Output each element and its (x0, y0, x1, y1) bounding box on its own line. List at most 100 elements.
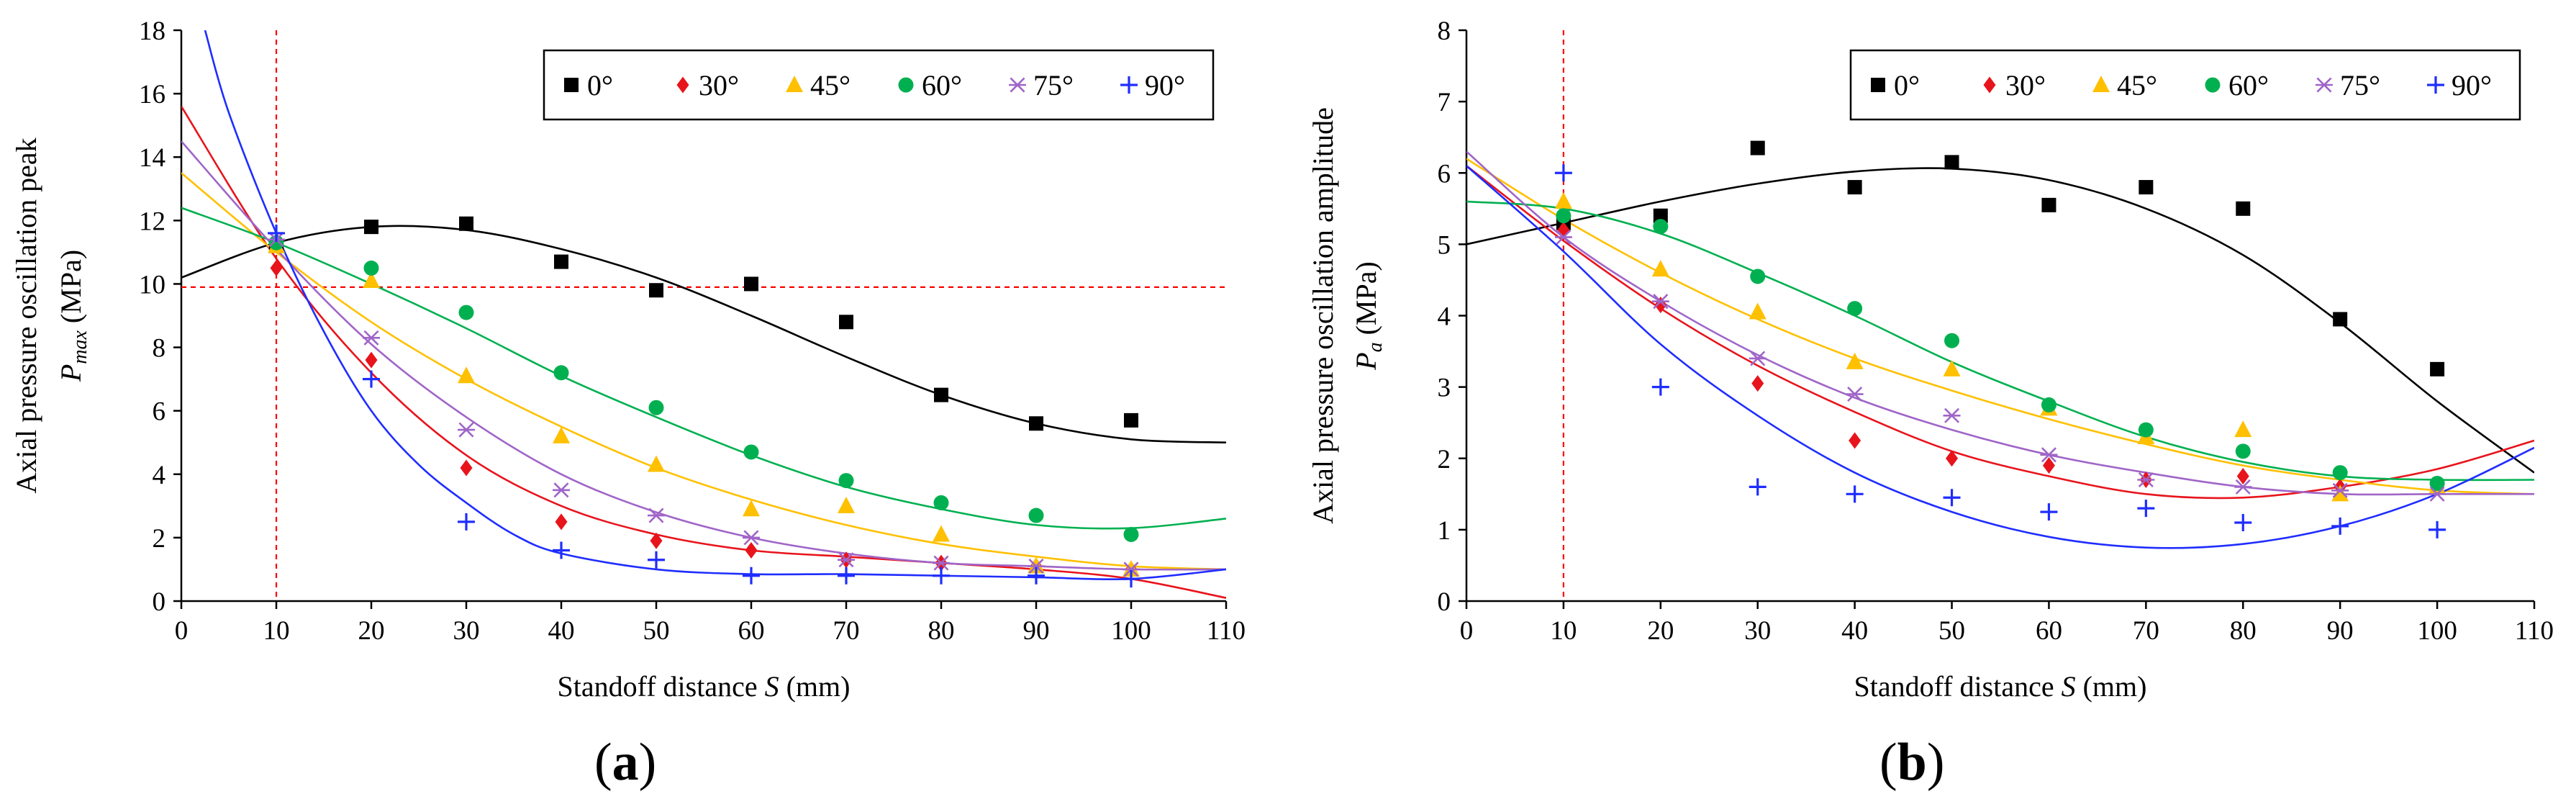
chartb-point (2236, 201, 2251, 216)
chartb-series-5 (1554, 164, 2446, 538)
chartb-legend-label: 60° (2228, 69, 2269, 102)
charta-group: 0 10 20 30 40 50 60 70 80 90 100 110 0 2 4 6 8 10 12 14 16 18… (10, 17, 1246, 703)
charta-y-tick-label: 4 (153, 461, 166, 490)
charta-point (460, 459, 473, 477)
charta-x-tick-label: 60 (738, 616, 765, 646)
charta-x-tick-label: 50 (643, 616, 670, 646)
charta-legend-label: 45° (810, 69, 851, 102)
chartb-fit-curve-1 (1466, 165, 2534, 500)
charta-y-tick-label: 16 (139, 80, 165, 109)
chartb-point (2234, 513, 2252, 531)
charta-point (743, 444, 759, 460)
charta-legend: 0° 30° 45° 60° 75° 90° (543, 49, 1215, 121)
charta-point (363, 260, 379, 276)
charta-x-tick-label: 30 (453, 616, 480, 646)
chartb-fit-curve-5 (1466, 165, 2534, 549)
charta-y-tick-label: 6 (153, 397, 166, 427)
chartb-fit-curves (1466, 150, 2534, 549)
chartb-x-tick-label: 60 (2036, 616, 2062, 646)
charta-series-5 (268, 224, 1140, 588)
chartb-legend-label: 0° (1894, 69, 1920, 102)
chartb-x-tick-label: 70 (2133, 616, 2159, 646)
charta-legend-label: 60° (922, 69, 962, 102)
chartb-legend-label: 30° (2005, 69, 2046, 102)
chartb-y-tick-label: 1 (1438, 516, 1451, 546)
charta-point (743, 567, 760, 585)
charta-point (648, 508, 665, 523)
chartb-point (1944, 155, 1959, 170)
chartb-x-tick-label: 100 (2417, 616, 2457, 646)
charta-y-tick-label: 2 (153, 524, 166, 554)
chartb-point (1556, 208, 1572, 224)
chartb-legend-box (1849, 49, 2521, 121)
charta-point (268, 224, 285, 242)
chartb-point (2430, 361, 2445, 376)
charta-point (743, 500, 760, 517)
chartb-point (2137, 472, 2155, 488)
chartb-legend-label: 45° (2117, 69, 2157, 102)
charta-y-tick-label: 14 (139, 143, 165, 173)
charta-point (458, 366, 475, 384)
chartb-point (2333, 312, 2348, 327)
chartb-point (1846, 352, 1864, 369)
chartb-legend-marker (1983, 76, 1996, 94)
chartb-x-tick-label: 50 (1938, 616, 1965, 646)
charta-x-tick-label: 110 (1207, 616, 1246, 646)
chartb-group: 0 10 20 30 40 50 60 70 80 90 100 110 0 1 2 3 4 5 6 7 8 0° 30° 4… (1307, 17, 2554, 703)
charta-x-tick-label: 90 (1023, 616, 1050, 646)
charta-legend-box (543, 49, 1215, 121)
charta-point (270, 259, 283, 276)
chartb-series-1 (1557, 222, 2444, 495)
charta-legend-label: 75° (1033, 69, 1074, 102)
charta-y-tick-label: 0 (153, 587, 166, 617)
charta-point (649, 283, 663, 298)
chartb-point (2331, 482, 2349, 498)
chartb-point (1749, 351, 1767, 366)
charta-point (1123, 526, 1139, 542)
charta-point (553, 541, 570, 559)
charta-point (934, 387, 948, 402)
chartb-point (1846, 485, 1864, 503)
chartb-point (2234, 479, 2252, 495)
chartb-point (1749, 302, 1767, 320)
chartb-y-tick-label: 8 (1438, 17, 1451, 46)
charta-point (553, 426, 570, 443)
charta-y-tick-label: 8 (153, 334, 166, 364)
charta-point (1028, 508, 1044, 523)
charta-fit-curve-5 (204, 30, 1226, 580)
charta-legend-marker (898, 77, 914, 93)
charta-fit-curve-2 (181, 172, 1226, 571)
chartb-point (1751, 375, 1764, 392)
chartb-point (2040, 447, 2058, 463)
chartb-series-0 (1556, 140, 2445, 376)
charta-point (1123, 570, 1140, 588)
charta-series-4 (268, 232, 1140, 577)
charta-legend-label: 90° (1145, 69, 1185, 102)
panel-b-caption: (b) (1879, 733, 1945, 792)
chartb-legend: 0° 30° 45° 60° 75° 90° (1849, 49, 2521, 121)
chartb-point (1653, 219, 1669, 235)
chartb-point (1847, 301, 1863, 317)
chartb-fit-curve-3 (1466, 200, 2534, 482)
chartb-x-tick-label: 20 (1647, 616, 1674, 646)
chartb-point (1554, 229, 1572, 245)
chartb-point (1944, 333, 1960, 348)
chartb-y-label-line2: Pa (MPa) (1350, 261, 1387, 371)
charta-point (365, 351, 378, 369)
chartb-x-tick-label: 10 (1550, 616, 1577, 646)
chartb-point (2041, 197, 2056, 212)
charta-point (1123, 561, 1140, 577)
chartb-point (1653, 208, 1668, 223)
chartb-point (1846, 387, 1864, 402)
charta-point (1028, 567, 1045, 585)
chartb-point (1750, 140, 1765, 155)
charta-x-tick-label: 10 (263, 616, 290, 646)
chartb-x-tick-label: 0 (1460, 616, 1474, 646)
chartb-y-tick-label: 5 (1438, 230, 1451, 260)
charta-fit-curve-0 (181, 225, 1226, 444)
charta-legend-label: 0° (587, 69, 613, 102)
charta-point (839, 315, 853, 330)
chartb-y-label-line1: Axial pressure oscillation amplitude (1307, 107, 1339, 524)
chartb-point (2332, 465, 2348, 481)
chartb-fit-curve-2 (1466, 158, 2534, 495)
